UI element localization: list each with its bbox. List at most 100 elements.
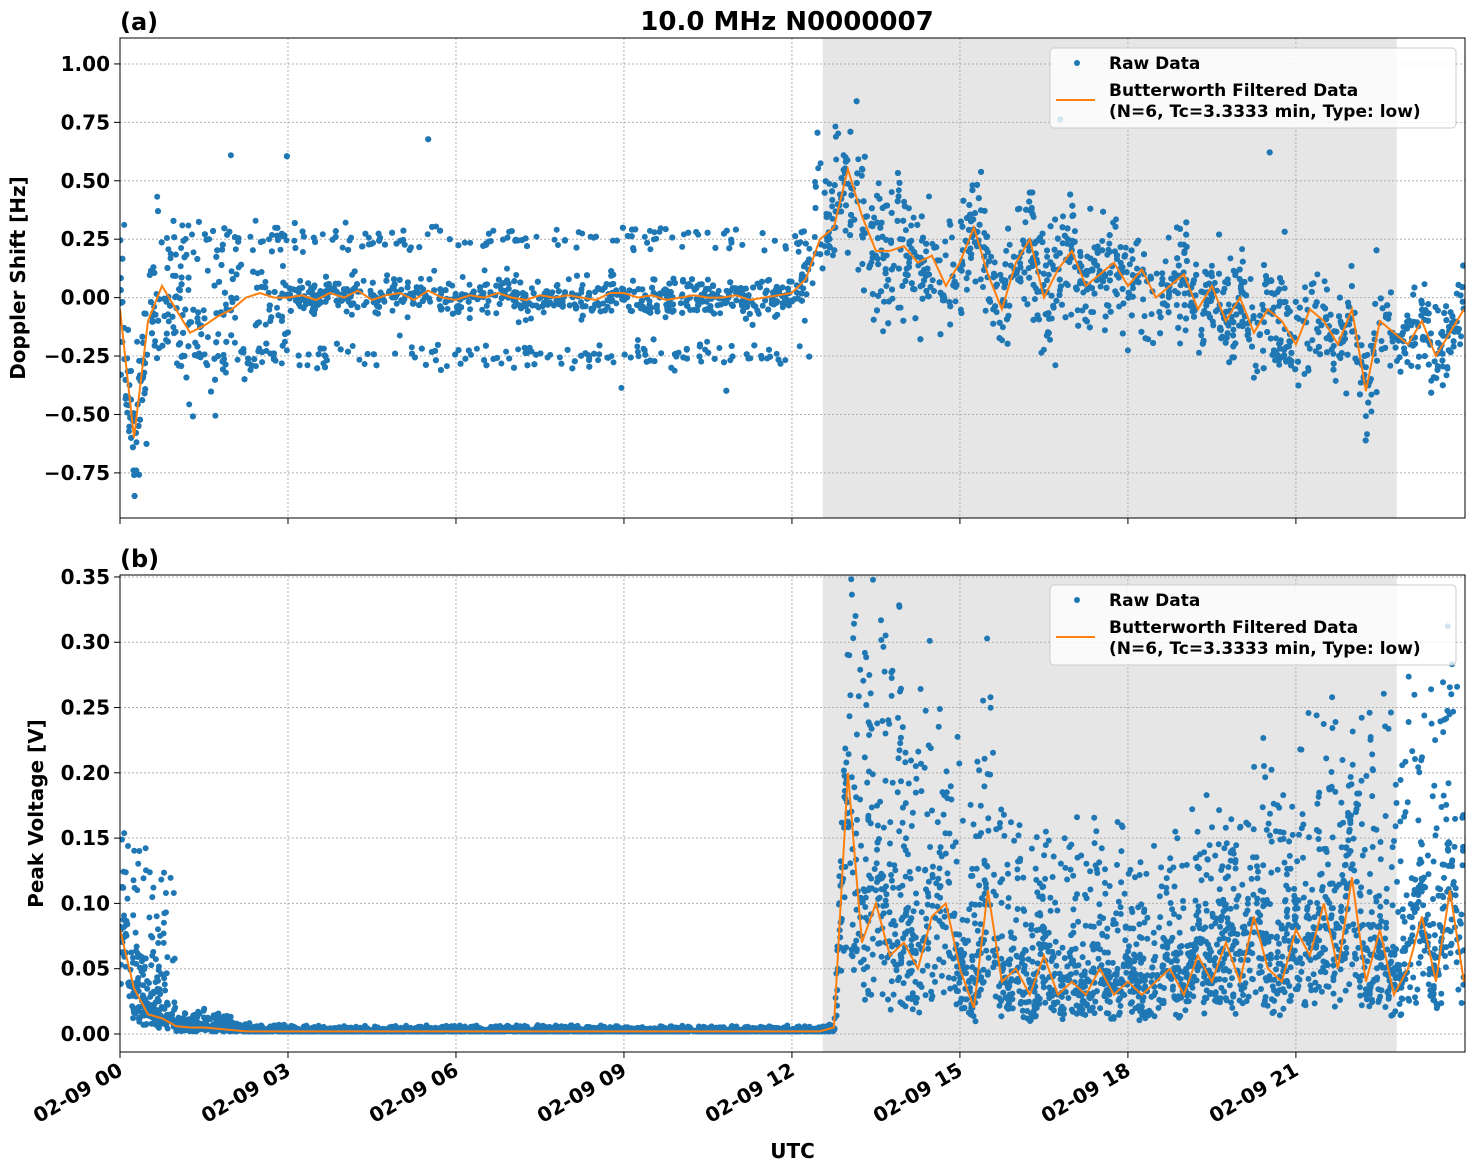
raw-point — [406, 246, 413, 253]
raw-point — [1403, 325, 1410, 332]
raw-point — [1128, 247, 1135, 254]
raw-point — [221, 289, 228, 296]
raw-point — [798, 290, 805, 297]
raw-point — [1455, 326, 1462, 332]
raw-point — [1304, 340, 1311, 347]
raw-point — [1113, 291, 1120, 298]
raw-point — [1085, 268, 1092, 275]
raw-point — [906, 264, 912, 270]
raw-point — [679, 243, 686, 250]
raw-point — [1003, 247, 1010, 254]
raw-point — [559, 302, 566, 309]
raw-point — [120, 237, 124, 244]
raw-point — [482, 342, 489, 349]
raw-point — [528, 315, 534, 322]
raw-point — [232, 246, 239, 253]
raw-point — [1288, 358, 1295, 365]
raw-point — [512, 298, 519, 305]
raw-point — [888, 209, 895, 216]
raw-point — [1444, 364, 1451, 370]
raw-point — [627, 354, 634, 361]
raw-point — [843, 202, 849, 209]
raw-point — [528, 348, 535, 355]
raw-point — [1198, 288, 1205, 295]
raw-point — [1384, 302, 1391, 309]
raw-point — [496, 301, 503, 307]
raw-point — [280, 279, 287, 286]
raw-point — [1068, 311, 1075, 318]
raw-point — [1130, 285, 1136, 292]
raw-point — [247, 233, 254, 240]
raw-point — [296, 362, 303, 369]
raw-point — [923, 248, 930, 255]
raw-point — [733, 297, 740, 304]
raw-point — [409, 350, 415, 357]
raw-point — [1223, 334, 1230, 341]
raw-point — [929, 277, 936, 284]
raw-point — [180, 329, 187, 336]
raw-point — [480, 242, 487, 249]
raw-point — [1346, 321, 1353, 328]
raw-point — [1025, 247, 1032, 254]
raw-point — [1200, 337, 1207, 344]
panel-a: −0.75−0.50−0.250.000.250.500.751.00(a)Do… — [6, 8, 1466, 524]
raw-point — [1310, 280, 1317, 287]
raw-point — [1263, 289, 1270, 296]
raw-point — [466, 281, 473, 288]
raw-point — [220, 351, 227, 358]
raw-point — [829, 215, 836, 222]
raw-point — [880, 255, 887, 262]
raw-point — [726, 245, 733, 252]
raw-point — [673, 353, 680, 360]
raw-point — [933, 244, 940, 251]
raw-point — [1177, 282, 1184, 289]
raw-point — [817, 251, 824, 258]
raw-point — [831, 182, 838, 189]
raw-point — [1308, 288, 1315, 295]
raw-point — [868, 220, 875, 227]
raw-point — [1111, 248, 1118, 255]
chart-title: 10.0 MHz N0000007 — [640, 7, 933, 37]
raw-point — [972, 210, 978, 217]
raw-point — [1064, 225, 1071, 232]
raw-point — [1124, 347, 1131, 354]
raw-point — [1330, 360, 1337, 367]
raw-point — [1372, 300, 1379, 307]
raw-point — [1373, 247, 1380, 254]
raw-point — [422, 294, 429, 301]
raw-point — [829, 252, 836, 259]
raw-point — [1412, 340, 1418, 347]
raw-point — [1004, 340, 1011, 347]
raw-point — [498, 360, 505, 367]
raw-point — [1191, 307, 1198, 314]
raw-point — [222, 361, 229, 368]
raw-point — [399, 298, 406, 305]
raw-point — [1286, 308, 1293, 315]
raw-point — [564, 346, 571, 353]
raw-point — [1249, 304, 1256, 311]
raw-point — [1268, 290, 1275, 296]
raw-point — [1314, 271, 1321, 278]
raw-point — [1072, 264, 1078, 271]
raw-point — [1191, 313, 1197, 320]
raw-point — [429, 223, 436, 230]
raw-point — [1312, 302, 1319, 309]
raw-point — [555, 288, 562, 295]
raw-point — [337, 346, 344, 353]
raw-point — [1365, 399, 1372, 406]
raw-point — [1044, 277, 1050, 284]
raw-point — [1181, 302, 1188, 309]
raw-point — [218, 262, 225, 268]
raw-point — [1243, 292, 1250, 299]
raw-point — [728, 236, 735, 243]
raw-point — [167, 255, 174, 262]
raw-point — [821, 189, 828, 196]
raw-point — [322, 288, 329, 295]
raw-point — [895, 304, 902, 311]
raw-point — [875, 292, 882, 299]
raw-point — [534, 278, 541, 285]
raw-point — [398, 286, 405, 293]
raw-point — [518, 305, 525, 312]
raw-point — [1237, 285, 1244, 292]
raw-point — [1439, 350, 1446, 357]
